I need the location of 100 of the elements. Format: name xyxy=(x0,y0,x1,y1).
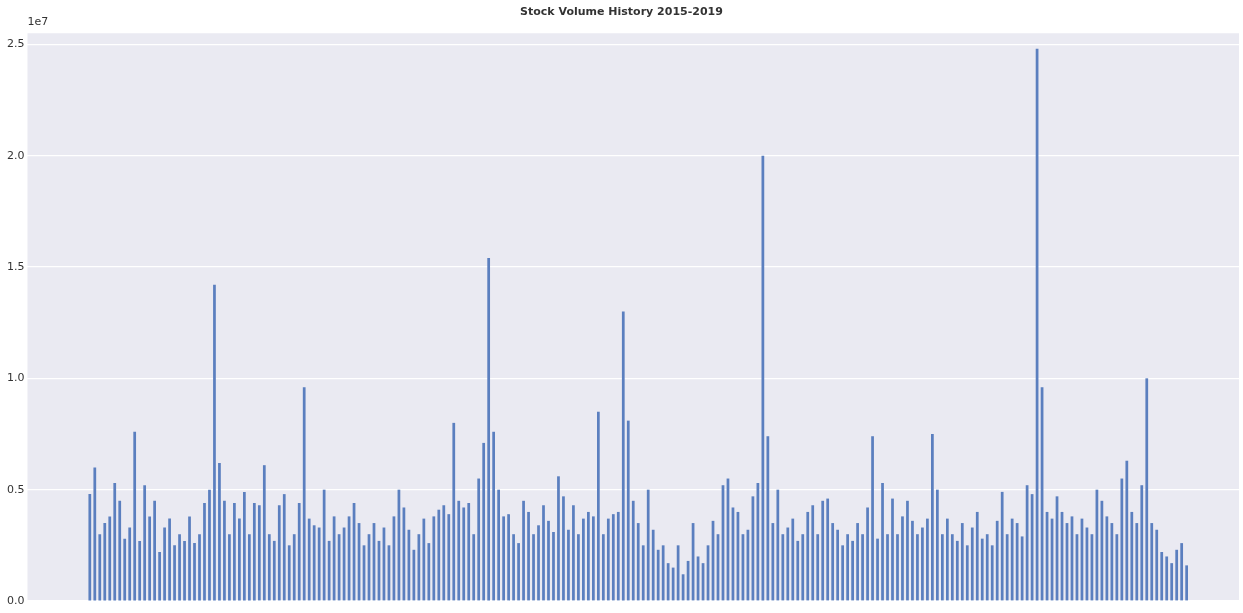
bar xyxy=(497,489,501,601)
bar xyxy=(1115,534,1119,601)
bar xyxy=(816,534,820,601)
bar xyxy=(851,540,854,601)
bar xyxy=(567,529,570,601)
bar xyxy=(801,534,805,601)
bar xyxy=(955,540,959,601)
bar xyxy=(776,489,780,601)
bar xyxy=(601,534,605,601)
bar xyxy=(532,534,535,601)
bar xyxy=(223,500,226,601)
y-tick-label: 0.5 xyxy=(6,482,25,496)
bar xyxy=(213,284,216,601)
bar xyxy=(1130,511,1134,601)
bar xyxy=(178,534,181,601)
bar xyxy=(198,534,201,601)
bar xyxy=(482,442,486,601)
bar xyxy=(786,527,790,601)
bar xyxy=(1000,491,1004,601)
bar xyxy=(128,527,132,601)
bar xyxy=(921,527,924,601)
bar xyxy=(766,436,770,601)
bar xyxy=(537,525,540,601)
bar xyxy=(661,545,665,601)
bar xyxy=(487,258,491,601)
bar xyxy=(1175,549,1179,601)
bar xyxy=(577,534,580,601)
bar xyxy=(562,496,565,601)
bar xyxy=(666,563,670,601)
bar xyxy=(522,500,525,601)
bar xyxy=(911,520,914,601)
bar xyxy=(896,534,899,601)
bar xyxy=(93,467,97,601)
bar xyxy=(472,534,476,601)
bar xyxy=(587,511,590,601)
bar xyxy=(492,431,496,601)
bar xyxy=(502,516,505,601)
bar xyxy=(1125,460,1129,601)
bar xyxy=(302,387,306,601)
bar xyxy=(1135,523,1139,601)
bar xyxy=(950,534,954,601)
bar xyxy=(1160,552,1164,601)
bar xyxy=(671,567,675,601)
bar xyxy=(277,505,281,601)
bar xyxy=(457,500,461,601)
bar xyxy=(1005,534,1009,601)
bar xyxy=(123,538,127,601)
bar xyxy=(282,494,286,601)
bar xyxy=(427,543,431,601)
bar xyxy=(542,505,545,601)
bar xyxy=(796,540,800,601)
bar xyxy=(527,511,530,601)
bar xyxy=(113,482,117,601)
bar xyxy=(811,505,815,601)
y-tick-label: 1.5 xyxy=(6,259,25,273)
bar xyxy=(646,489,650,601)
bar xyxy=(1010,518,1014,601)
bar xyxy=(153,500,156,601)
bar xyxy=(512,534,515,601)
bar xyxy=(183,540,186,601)
bar xyxy=(143,485,147,601)
bar xyxy=(990,545,994,601)
bar xyxy=(297,503,301,601)
bar xyxy=(906,500,909,601)
bar xyxy=(103,523,107,601)
bar xyxy=(417,534,421,601)
text: 1e7 xyxy=(27,14,49,28)
bar xyxy=(886,534,889,601)
bar xyxy=(995,520,999,601)
bar xyxy=(148,516,152,601)
bar xyxy=(846,534,849,601)
bar xyxy=(173,545,176,601)
bar xyxy=(836,529,840,601)
bar xyxy=(442,505,446,601)
bar xyxy=(203,503,206,601)
bar xyxy=(163,527,166,601)
bar xyxy=(218,462,221,601)
bar xyxy=(641,545,645,601)
y-tick-label: 2.5 xyxy=(6,37,25,51)
bar xyxy=(656,549,660,601)
bar xyxy=(791,518,795,601)
bar xyxy=(606,518,610,601)
bar xyxy=(1155,529,1159,601)
bar xyxy=(960,523,964,601)
bar xyxy=(517,543,520,601)
bar xyxy=(871,436,874,601)
bar xyxy=(866,507,869,601)
bar xyxy=(437,509,441,601)
bar xyxy=(826,498,830,601)
chart-title: Stock Volume History 2015-2019 xyxy=(520,5,723,19)
bar xyxy=(1165,556,1169,601)
bar xyxy=(831,523,835,601)
bar xyxy=(322,489,326,601)
bar xyxy=(970,527,974,601)
bar xyxy=(861,534,864,601)
bar xyxy=(1185,565,1189,601)
bar xyxy=(233,503,236,601)
bar xyxy=(467,503,471,601)
bar xyxy=(781,534,785,601)
bar xyxy=(98,534,102,601)
